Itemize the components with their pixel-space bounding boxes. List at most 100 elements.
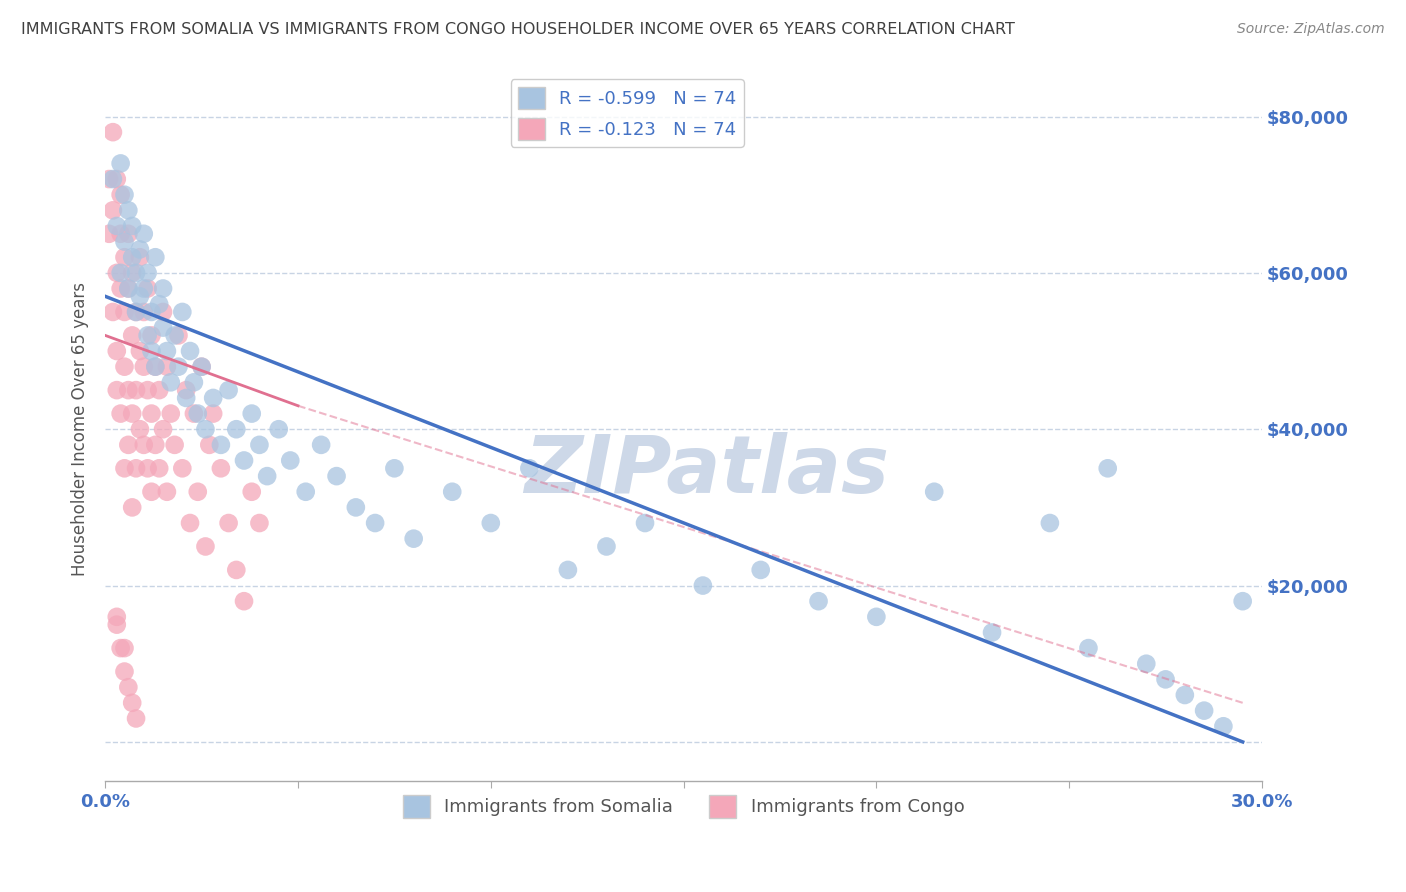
Point [125,461,148,475]
Point [233,453,256,467]
Point [121,407,143,421]
Point [117,438,139,452]
Point [136,461,159,475]
Point [183,376,205,390]
Point [364,516,387,530]
Point [187,407,209,421]
Point [114,235,136,249]
Point [132,359,155,374]
Point [136,266,159,280]
Point [152,305,174,319]
Point [256,469,278,483]
Point [105,610,128,624]
Point [117,281,139,295]
Point [190,359,212,374]
Point [143,359,166,374]
Point [595,540,617,554]
Point [132,438,155,452]
Point [634,516,657,530]
Point [156,484,179,499]
Point [981,625,1004,640]
Point [105,617,128,632]
Point [159,376,181,390]
Point [1039,516,1062,530]
Point [148,383,170,397]
Point [167,328,190,343]
Point [125,305,148,319]
Point [110,156,132,170]
Point [194,422,217,436]
Point [294,484,316,499]
Point [190,359,212,374]
Point [159,407,181,421]
Point [148,297,170,311]
Point [156,359,179,374]
Point [114,461,136,475]
Text: IMMIGRANTS FROM SOMALIA VS IMMIGRANTS FROM CONGO HOUSEHOLDER INCOME OVER 65 YEAR: IMMIGRANTS FROM SOMALIA VS IMMIGRANTS FR… [21,22,1015,37]
Point [141,484,163,499]
Point [121,696,143,710]
Point [156,344,179,359]
Point [209,438,232,452]
Point [325,469,347,483]
Point [132,227,155,241]
Point [117,203,139,218]
Point [114,187,136,202]
Point [1097,461,1119,475]
Point [267,422,290,436]
Point [121,266,143,280]
Point [125,305,148,319]
Point [1154,673,1177,687]
Point [152,281,174,295]
Point [101,172,124,186]
Point [125,266,148,280]
Text: Source: ZipAtlas.com: Source: ZipAtlas.com [1237,22,1385,37]
Point [117,227,139,241]
Point [117,383,139,397]
Point [249,516,271,530]
Point [233,594,256,608]
Point [807,594,830,608]
Point [1232,594,1254,608]
Point [218,383,240,397]
Point [1192,704,1215,718]
Point [198,438,221,452]
Point [152,422,174,436]
Point [141,344,163,359]
Point [202,391,225,405]
Point [105,266,128,280]
Point [183,407,205,421]
Point [101,305,124,319]
Point [117,281,139,295]
Point [141,407,163,421]
Point [117,680,139,694]
Point [402,532,425,546]
Point [121,500,143,515]
Point [141,328,163,343]
Point [98,172,121,186]
Point [749,563,772,577]
Point [143,250,166,264]
Point [125,711,148,725]
Point [922,484,945,499]
Point [441,484,464,499]
Point [141,305,163,319]
Point [114,305,136,319]
Point [384,461,406,475]
Point [105,344,128,359]
Point [179,516,201,530]
Point [121,250,143,264]
Point [194,540,217,554]
Point [105,383,128,397]
Point [105,172,128,186]
Point [344,500,367,515]
Point [125,383,148,397]
Point [110,227,132,241]
Point [179,344,201,359]
Point [136,383,159,397]
Point [143,438,166,452]
Point [110,641,132,656]
Point [225,422,247,436]
Point [114,250,136,264]
Point [692,578,714,592]
